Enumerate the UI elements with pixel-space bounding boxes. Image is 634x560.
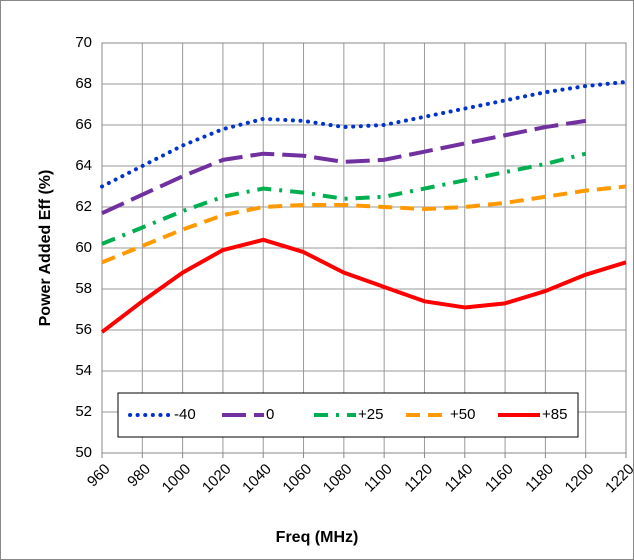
legend-label: +50	[450, 406, 475, 423]
series-line	[101, 118, 586, 215]
y-tick-label: 50	[75, 444, 92, 461]
y-tick-label: 64	[75, 157, 92, 174]
y-tick-label: 62	[75, 198, 92, 215]
y-tick-label: 56	[75, 321, 92, 338]
y-tick-label: 60	[75, 239, 92, 256]
y-tick-label: 58	[75, 280, 92, 297]
legend-label: 0	[266, 406, 274, 423]
y-tick-label: 52	[75, 403, 92, 420]
legend-label: +85	[542, 406, 567, 423]
legend-label: -40	[174, 406, 196, 423]
y-tick-label: 54	[75, 362, 92, 379]
legend-label: +25	[358, 406, 383, 423]
series-line	[100, 237, 627, 334]
y-axis-title: Power Added Eff (%)	[37, 170, 54, 327]
y-tick-label: 68	[75, 75, 92, 92]
plot-border	[101, 42, 627, 454]
y-tick-label: 66	[75, 116, 92, 133]
x-axis-title: Freq (MHz)	[276, 529, 359, 546]
series-line	[100, 79, 628, 189]
series-line	[101, 184, 627, 265]
y-tick-label: 70	[75, 34, 92, 51]
